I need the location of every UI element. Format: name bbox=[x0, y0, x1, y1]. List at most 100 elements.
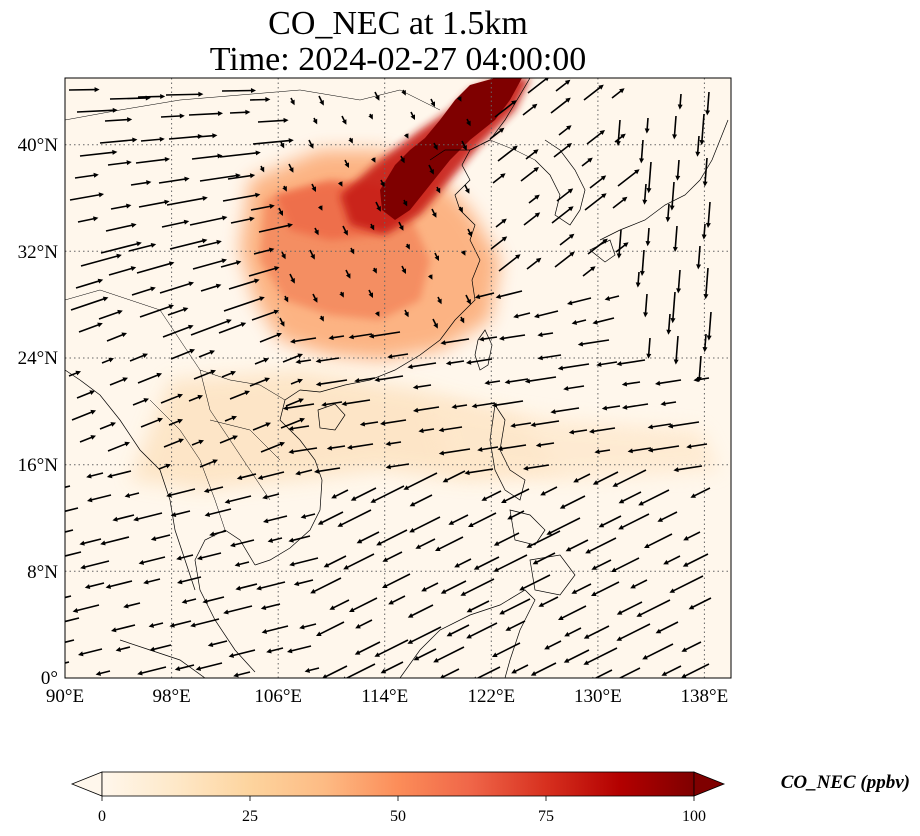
wind-arrow-shaft bbox=[344, 399, 371, 405]
wind-arrow-head bbox=[681, 647, 687, 652]
wind-arrow-head bbox=[170, 512, 177, 518]
wind-arrow-shaft bbox=[384, 551, 403, 562]
wind-arrow-head bbox=[72, 607, 79, 613]
wind-arrow-shaft bbox=[454, 404, 468, 408]
wind-arrow-shaft bbox=[448, 624, 470, 636]
wind-arrow-head bbox=[177, 393, 183, 399]
wind-arrow-shaft bbox=[624, 381, 641, 386]
wind-arrow-head bbox=[78, 651, 84, 657]
wind-arrow-shaft bbox=[498, 255, 519, 272]
wind-arrow-head bbox=[622, 404, 628, 410]
wind-arrow-shaft bbox=[238, 583, 258, 590]
wind-arrow-head bbox=[693, 377, 699, 383]
wind-arrow-shaft bbox=[450, 514, 469, 525]
wind-arrow-shaft bbox=[526, 259, 540, 270]
wind-arrow-shaft bbox=[604, 405, 621, 410]
wind-arrow-head bbox=[279, 142, 285, 149]
wind-arrow-shaft bbox=[264, 493, 280, 499]
wind-arrow-head bbox=[403, 133, 409, 139]
wind-arrow-shaft bbox=[698, 355, 702, 380]
wind-arrow-shaft bbox=[522, 105, 536, 116]
wind-arrow-shaft bbox=[172, 620, 192, 627]
wind-arrow-shaft bbox=[540, 596, 559, 607]
wind-arrow-shaft bbox=[108, 267, 134, 276]
wind-arrow-shaft bbox=[358, 531, 380, 543]
wind-arrow-head bbox=[138, 559, 145, 565]
wind-arrow-head bbox=[618, 498, 625, 504]
wind-arrow-shaft bbox=[670, 421, 700, 428]
wind-arrow-shaft bbox=[345, 553, 375, 569]
wind-arrow-head bbox=[288, 138, 294, 144]
wind-arrow-head bbox=[524, 378, 531, 384]
wind-arrow-head bbox=[188, 324, 194, 330]
wind-arrow-head bbox=[512, 145, 518, 151]
wind-arrow-shaft bbox=[251, 310, 277, 321]
wind-arrow-head bbox=[368, 292, 373, 298]
wind-arrow-shaft bbox=[648, 161, 652, 191]
wind-arrow-head bbox=[263, 357, 269, 363]
wind-arrow-shaft bbox=[199, 174, 238, 182]
wind-arrow-head bbox=[308, 143, 314, 149]
wind-arrow-head bbox=[615, 140, 621, 146]
wind-arrow-head bbox=[460, 250, 466, 256]
wind-arrow-head bbox=[197, 394, 203, 400]
wind-arrow-head bbox=[124, 441, 130, 447]
wind-arrow-head bbox=[223, 609, 229, 615]
wind-arrow-shaft bbox=[481, 336, 498, 341]
wind-arrow-head bbox=[177, 579, 183, 585]
wind-arrow-shaft bbox=[676, 159, 680, 178]
wind-arrow-shaft bbox=[227, 174, 253, 180]
wind-arrow-shaft bbox=[611, 89, 623, 99]
wind-arrow-head bbox=[117, 309, 123, 315]
wind-arrow-head bbox=[404, 311, 409, 318]
wind-arrow-shaft bbox=[324, 401, 343, 406]
wind-arrow-head bbox=[216, 239, 222, 245]
wind-arrow-shaft bbox=[207, 508, 232, 516]
wind-arrow-shaft bbox=[685, 531, 701, 540]
wind-arrow-head bbox=[435, 546, 441, 551]
wind-arrow-shaft bbox=[507, 378, 529, 383]
wind-arrow-shaft bbox=[211, 530, 227, 536]
wind-arrow-head bbox=[647, 447, 654, 453]
wind-arrow-shaft bbox=[230, 217, 253, 224]
wind-arrow-head bbox=[261, 628, 268, 634]
wind-arrow-head bbox=[359, 421, 366, 427]
wind-arrow-head bbox=[456, 96, 462, 102]
wind-arrow-shaft bbox=[597, 449, 611, 453]
wind-arrow-head bbox=[111, 627, 117, 633]
wind-arrow-shaft bbox=[674, 225, 678, 250]
wind-arrow-shaft bbox=[468, 622, 498, 638]
wind-arrow-head bbox=[112, 149, 118, 155]
wind-arrow-head bbox=[666, 329, 672, 335]
wind-arrow-head bbox=[289, 561, 295, 567]
wind-arrow-head bbox=[583, 660, 589, 665]
wind-arrow-head bbox=[493, 541, 500, 546]
wind-arrow-head bbox=[228, 652, 235, 658]
wind-arrow-head bbox=[466, 633, 472, 639]
wind-arrow-head bbox=[288, 537, 294, 543]
wind-arrow-head bbox=[669, 205, 675, 211]
wind-arrow-shaft bbox=[249, 378, 268, 387]
wind-arrow-shaft bbox=[258, 581, 286, 590]
wind-arrow-shaft bbox=[673, 115, 677, 137]
wind-arrow-head bbox=[221, 258, 227, 264]
wind-arrow-head bbox=[202, 598, 208, 604]
wind-arrow-head bbox=[269, 203, 275, 209]
wind-vectors bbox=[57, 78, 712, 678]
wind-arrow-head bbox=[491, 402, 498, 408]
wind-arrow-head bbox=[266, 648, 272, 654]
wind-arrow-head bbox=[431, 212, 437, 218]
wind-arrow-shaft bbox=[219, 436, 236, 444]
wind-arrow-head bbox=[210, 369, 216, 375]
wind-arrow-head bbox=[92, 216, 99, 222]
wind-arrow-head bbox=[398, 225, 404, 231]
wind-arrow-head bbox=[262, 494, 268, 500]
wind-arrow-head bbox=[57, 641, 62, 646]
wind-arrow-head bbox=[250, 88, 256, 94]
wind-arrow-head bbox=[230, 370, 236, 376]
wind-arrow-shaft bbox=[441, 448, 471, 455]
japan-outline bbox=[599, 119, 729, 241]
wind-arrow-shaft bbox=[665, 555, 681, 564]
wind-arrow-head bbox=[647, 424, 653, 430]
wind-arrow-head bbox=[533, 149, 539, 155]
